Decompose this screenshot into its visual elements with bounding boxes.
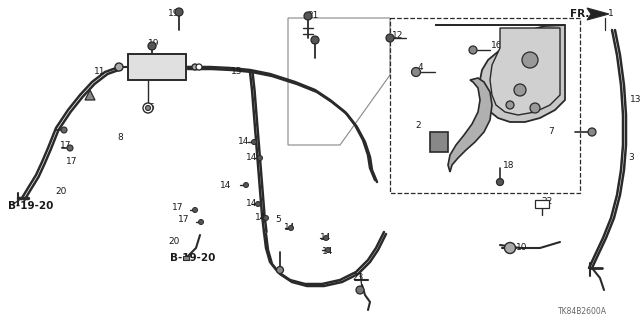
Circle shape bbox=[193, 207, 198, 212]
Circle shape bbox=[198, 220, 204, 225]
Text: 11: 11 bbox=[94, 68, 106, 76]
Text: 17: 17 bbox=[178, 215, 189, 225]
Text: 14: 14 bbox=[238, 138, 250, 147]
Text: 22: 22 bbox=[541, 197, 552, 206]
Circle shape bbox=[264, 215, 269, 220]
Circle shape bbox=[145, 106, 150, 110]
Bar bbox=[128, 54, 186, 80]
Circle shape bbox=[192, 64, 198, 70]
Circle shape bbox=[61, 127, 67, 133]
Circle shape bbox=[196, 64, 202, 70]
Circle shape bbox=[243, 182, 248, 188]
Text: FR.: FR. bbox=[570, 9, 589, 19]
Text: 17: 17 bbox=[60, 141, 72, 150]
Polygon shape bbox=[448, 78, 492, 172]
Text: 14: 14 bbox=[255, 213, 266, 222]
Circle shape bbox=[588, 128, 596, 136]
Text: 17: 17 bbox=[172, 204, 184, 212]
Polygon shape bbox=[490, 28, 560, 115]
Polygon shape bbox=[430, 132, 448, 152]
Text: 13: 13 bbox=[630, 95, 640, 105]
Circle shape bbox=[289, 226, 294, 230]
Bar bbox=[128, 54, 186, 80]
Text: TK84B2600A: TK84B2600A bbox=[558, 308, 607, 316]
Text: 7: 7 bbox=[548, 127, 554, 137]
Bar bbox=[535, 200, 549, 208]
Circle shape bbox=[326, 247, 330, 252]
Text: 14: 14 bbox=[246, 154, 257, 163]
Text: 20: 20 bbox=[168, 237, 179, 246]
Circle shape bbox=[175, 8, 183, 16]
Circle shape bbox=[323, 236, 328, 241]
Text: 14: 14 bbox=[220, 180, 232, 189]
Bar bbox=[183, 256, 189, 260]
Circle shape bbox=[143, 103, 153, 113]
Text: 14: 14 bbox=[246, 199, 257, 209]
Circle shape bbox=[386, 34, 394, 42]
Text: 6: 6 bbox=[148, 103, 154, 113]
Text: 14: 14 bbox=[322, 247, 333, 257]
Circle shape bbox=[148, 42, 156, 50]
Circle shape bbox=[530, 103, 540, 113]
Text: B-19-20: B-19-20 bbox=[8, 201, 53, 211]
Text: 17: 17 bbox=[66, 157, 77, 166]
Text: 14: 14 bbox=[284, 223, 296, 233]
Circle shape bbox=[504, 243, 515, 253]
Circle shape bbox=[522, 52, 538, 68]
Circle shape bbox=[67, 145, 73, 151]
Circle shape bbox=[469, 46, 477, 54]
Text: 3: 3 bbox=[628, 154, 634, 163]
Circle shape bbox=[276, 267, 284, 274]
Circle shape bbox=[304, 12, 312, 20]
Text: 10: 10 bbox=[516, 244, 527, 252]
Polygon shape bbox=[587, 8, 609, 20]
Text: 15: 15 bbox=[231, 68, 243, 76]
Text: 8: 8 bbox=[117, 133, 123, 142]
Circle shape bbox=[356, 286, 364, 294]
Text: 23: 23 bbox=[352, 274, 364, 283]
Text: 1: 1 bbox=[608, 10, 614, 19]
Text: 14: 14 bbox=[320, 234, 332, 243]
Text: 12: 12 bbox=[392, 31, 403, 41]
Circle shape bbox=[115, 63, 123, 71]
Text: 16: 16 bbox=[491, 42, 502, 51]
Circle shape bbox=[311, 36, 319, 44]
Circle shape bbox=[514, 84, 526, 96]
Circle shape bbox=[257, 156, 262, 161]
Circle shape bbox=[255, 202, 260, 206]
Circle shape bbox=[252, 140, 257, 145]
Text: 20: 20 bbox=[55, 188, 67, 196]
Text: 19: 19 bbox=[168, 10, 179, 19]
Text: 9: 9 bbox=[310, 37, 316, 46]
Text: 5: 5 bbox=[275, 215, 281, 225]
Text: 18: 18 bbox=[503, 161, 515, 170]
Text: 21: 21 bbox=[307, 12, 318, 20]
Circle shape bbox=[412, 68, 420, 76]
Text: B-19-20: B-19-20 bbox=[170, 253, 216, 263]
Polygon shape bbox=[435, 25, 565, 122]
Circle shape bbox=[506, 101, 514, 109]
Text: 4: 4 bbox=[418, 63, 424, 73]
Polygon shape bbox=[85, 90, 95, 100]
Circle shape bbox=[497, 179, 504, 186]
Bar bbox=[390, 18, 580, 193]
Text: 2: 2 bbox=[415, 121, 420, 130]
Text: 19: 19 bbox=[148, 39, 159, 49]
